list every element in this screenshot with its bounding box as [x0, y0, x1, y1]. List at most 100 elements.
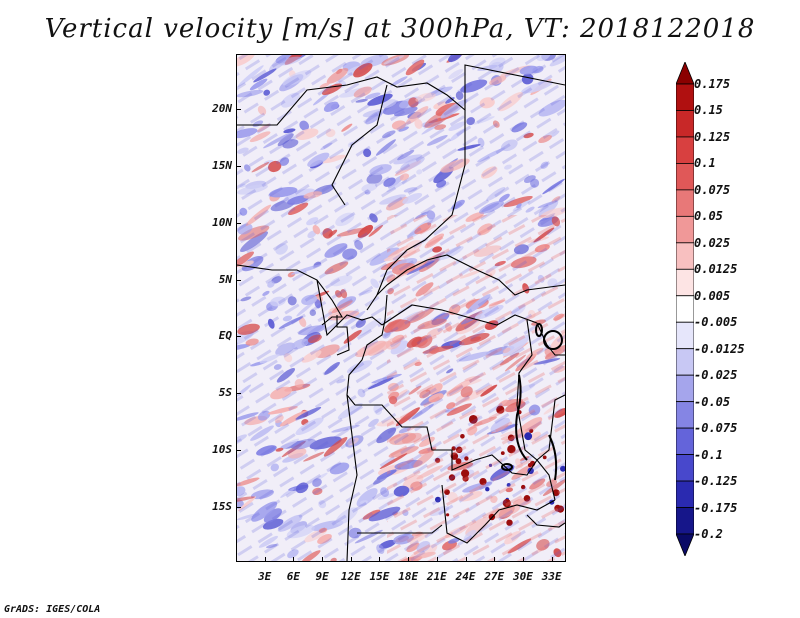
lon-label-18e: 18E: [398, 570, 419, 583]
colorbar-swatch: [676, 321, 694, 350]
lon-tick: [322, 557, 324, 562]
colorbar: [676, 62, 694, 556]
lat-tick: [236, 108, 241, 110]
colorbar-label: -0.175: [694, 500, 738, 515]
lon-label-33e: 33E: [541, 570, 562, 583]
colorbar-swatch: [676, 507, 694, 535]
lake-malawi: [548, 434, 558, 481]
border-north: [237, 64, 565, 126]
colorbar-bottom-arrow: [676, 533, 694, 556]
colorbar-label: 0.05: [694, 209, 723, 224]
colorbar-label: 0.125: [694, 129, 731, 144]
lon-label-6e: 6E: [286, 570, 301, 583]
lon-tick: [264, 557, 266, 562]
colorbar-swatch: [676, 454, 694, 482]
colorbar-swatch: [676, 268, 694, 297]
lat-tick: [236, 393, 241, 395]
lon-tick: [379, 557, 381, 562]
colorbar-swatch: [676, 348, 694, 376]
border-drc-north: [381, 304, 538, 326]
colorbar-swatch: [676, 242, 694, 270]
colorbar-label: -0.025: [694, 368, 738, 383]
lon-label-15e: 15E: [369, 570, 390, 583]
colorbar-swatch: [676, 427, 694, 455]
colorbar-top-arrow: [676, 62, 694, 85]
lat-tick: [236, 336, 241, 338]
border-angola-drc: [355, 404, 538, 476]
lat-tick: [236, 507, 241, 509]
red-streak-texture: [387, 215, 565, 561]
lon-label-27e: 27E: [484, 570, 505, 583]
lat-tick: [236, 165, 241, 167]
lake-mweru: [501, 463, 513, 471]
colorbar-swatch: [676, 163, 694, 191]
lat-label-10n: 10N: [212, 215, 232, 229]
border-congo: [346, 294, 388, 406]
lon-label-9e: 9E: [315, 570, 329, 583]
lon-tick: [350, 557, 352, 562]
velocity-field: [237, 55, 565, 561]
lat-label-15n: 15N: [212, 158, 232, 172]
colorbar-swatch: [676, 136, 694, 164]
colorbar-swatch: [676, 401, 694, 429]
lon-tick: [551, 557, 553, 562]
border-chad: [366, 110, 466, 311]
colorbar-label: 0.1: [694, 156, 716, 171]
border-car: [376, 254, 565, 296]
colorbar-swatch: [676, 189, 694, 217]
colorbar-label: -0.075: [694, 421, 738, 436]
lat-label-eq: EQ: [218, 329, 232, 343]
colorbar-swatch: [676, 215, 694, 244]
colorbar-label: 0.175: [694, 77, 731, 91]
lon-tick: [408, 557, 410, 562]
lon-label-3e: 3E: [258, 570, 272, 583]
border-zambia: [441, 484, 556, 544]
colorbar-swatch: [676, 295, 694, 323]
lon-label-21e: 21E: [426, 570, 447, 583]
colorbar-label: 0.15: [694, 103, 723, 118]
lat-label-5n: 5N: [218, 272, 232, 286]
border-gabon: [336, 315, 350, 356]
colorbar-label: -0.125: [694, 474, 738, 489]
lat-tick: [236, 222, 241, 224]
lat-label-20n: 20N: [212, 101, 232, 115]
colorbar-label: 0.005: [694, 288, 731, 303]
grads-credit: GrADS: IGES/COLA: [4, 604, 101, 615]
velocity-map: [236, 54, 566, 562]
lake-victoria: [543, 330, 563, 350]
border-angola-south: [357, 524, 443, 534]
lake-tanganyika: [515, 374, 528, 461]
colorbar-label: -0.1: [694, 447, 723, 462]
lon-tick: [293, 557, 295, 562]
colorbar-label: -0.05: [694, 394, 731, 409]
lon-tick: [465, 557, 467, 562]
country-borders: [237, 64, 565, 561]
colorbar-swatch: [676, 374, 694, 403]
lake-albert: [535, 323, 543, 337]
lon-tick: [436, 557, 438, 562]
colorbar-swatch: [676, 110, 694, 138]
border-coast-west: [237, 264, 343, 326]
lake-outlines: [501, 323, 563, 481]
border-mozambique: [526, 514, 565, 528]
border-angola-coast: [346, 394, 358, 561]
colorbar-label: 0.025: [694, 235, 731, 250]
map-title: Vertical velocity [m/s] at 300hPa, VT: 2…: [44, 14, 756, 44]
border-niger: [331, 84, 388, 206]
lat-label-10s: 10S: [212, 443, 232, 457]
colorbar-swatch: [676, 83, 694, 111]
colorbar-label: 0.0125: [694, 262, 738, 277]
border-great-lakes: [516, 319, 556, 501]
lat-label-15s: 15S: [212, 500, 232, 514]
lat-label-5s: 5S: [218, 386, 232, 400]
lon-label-30e: 30E: [513, 570, 533, 583]
colorbar-swatch: [676, 480, 694, 508]
lon-tick: [522, 557, 524, 562]
colorbar-label: -0.005: [694, 315, 738, 330]
colorbar-label: -0.0125: [694, 341, 745, 356]
lon-label-12e: 12E: [340, 570, 361, 583]
lon-tick: [494, 557, 496, 562]
border-tanzania: [536, 394, 565, 461]
lon-label-24e: 24E: [455, 570, 476, 583]
lat-tick: [236, 279, 241, 281]
